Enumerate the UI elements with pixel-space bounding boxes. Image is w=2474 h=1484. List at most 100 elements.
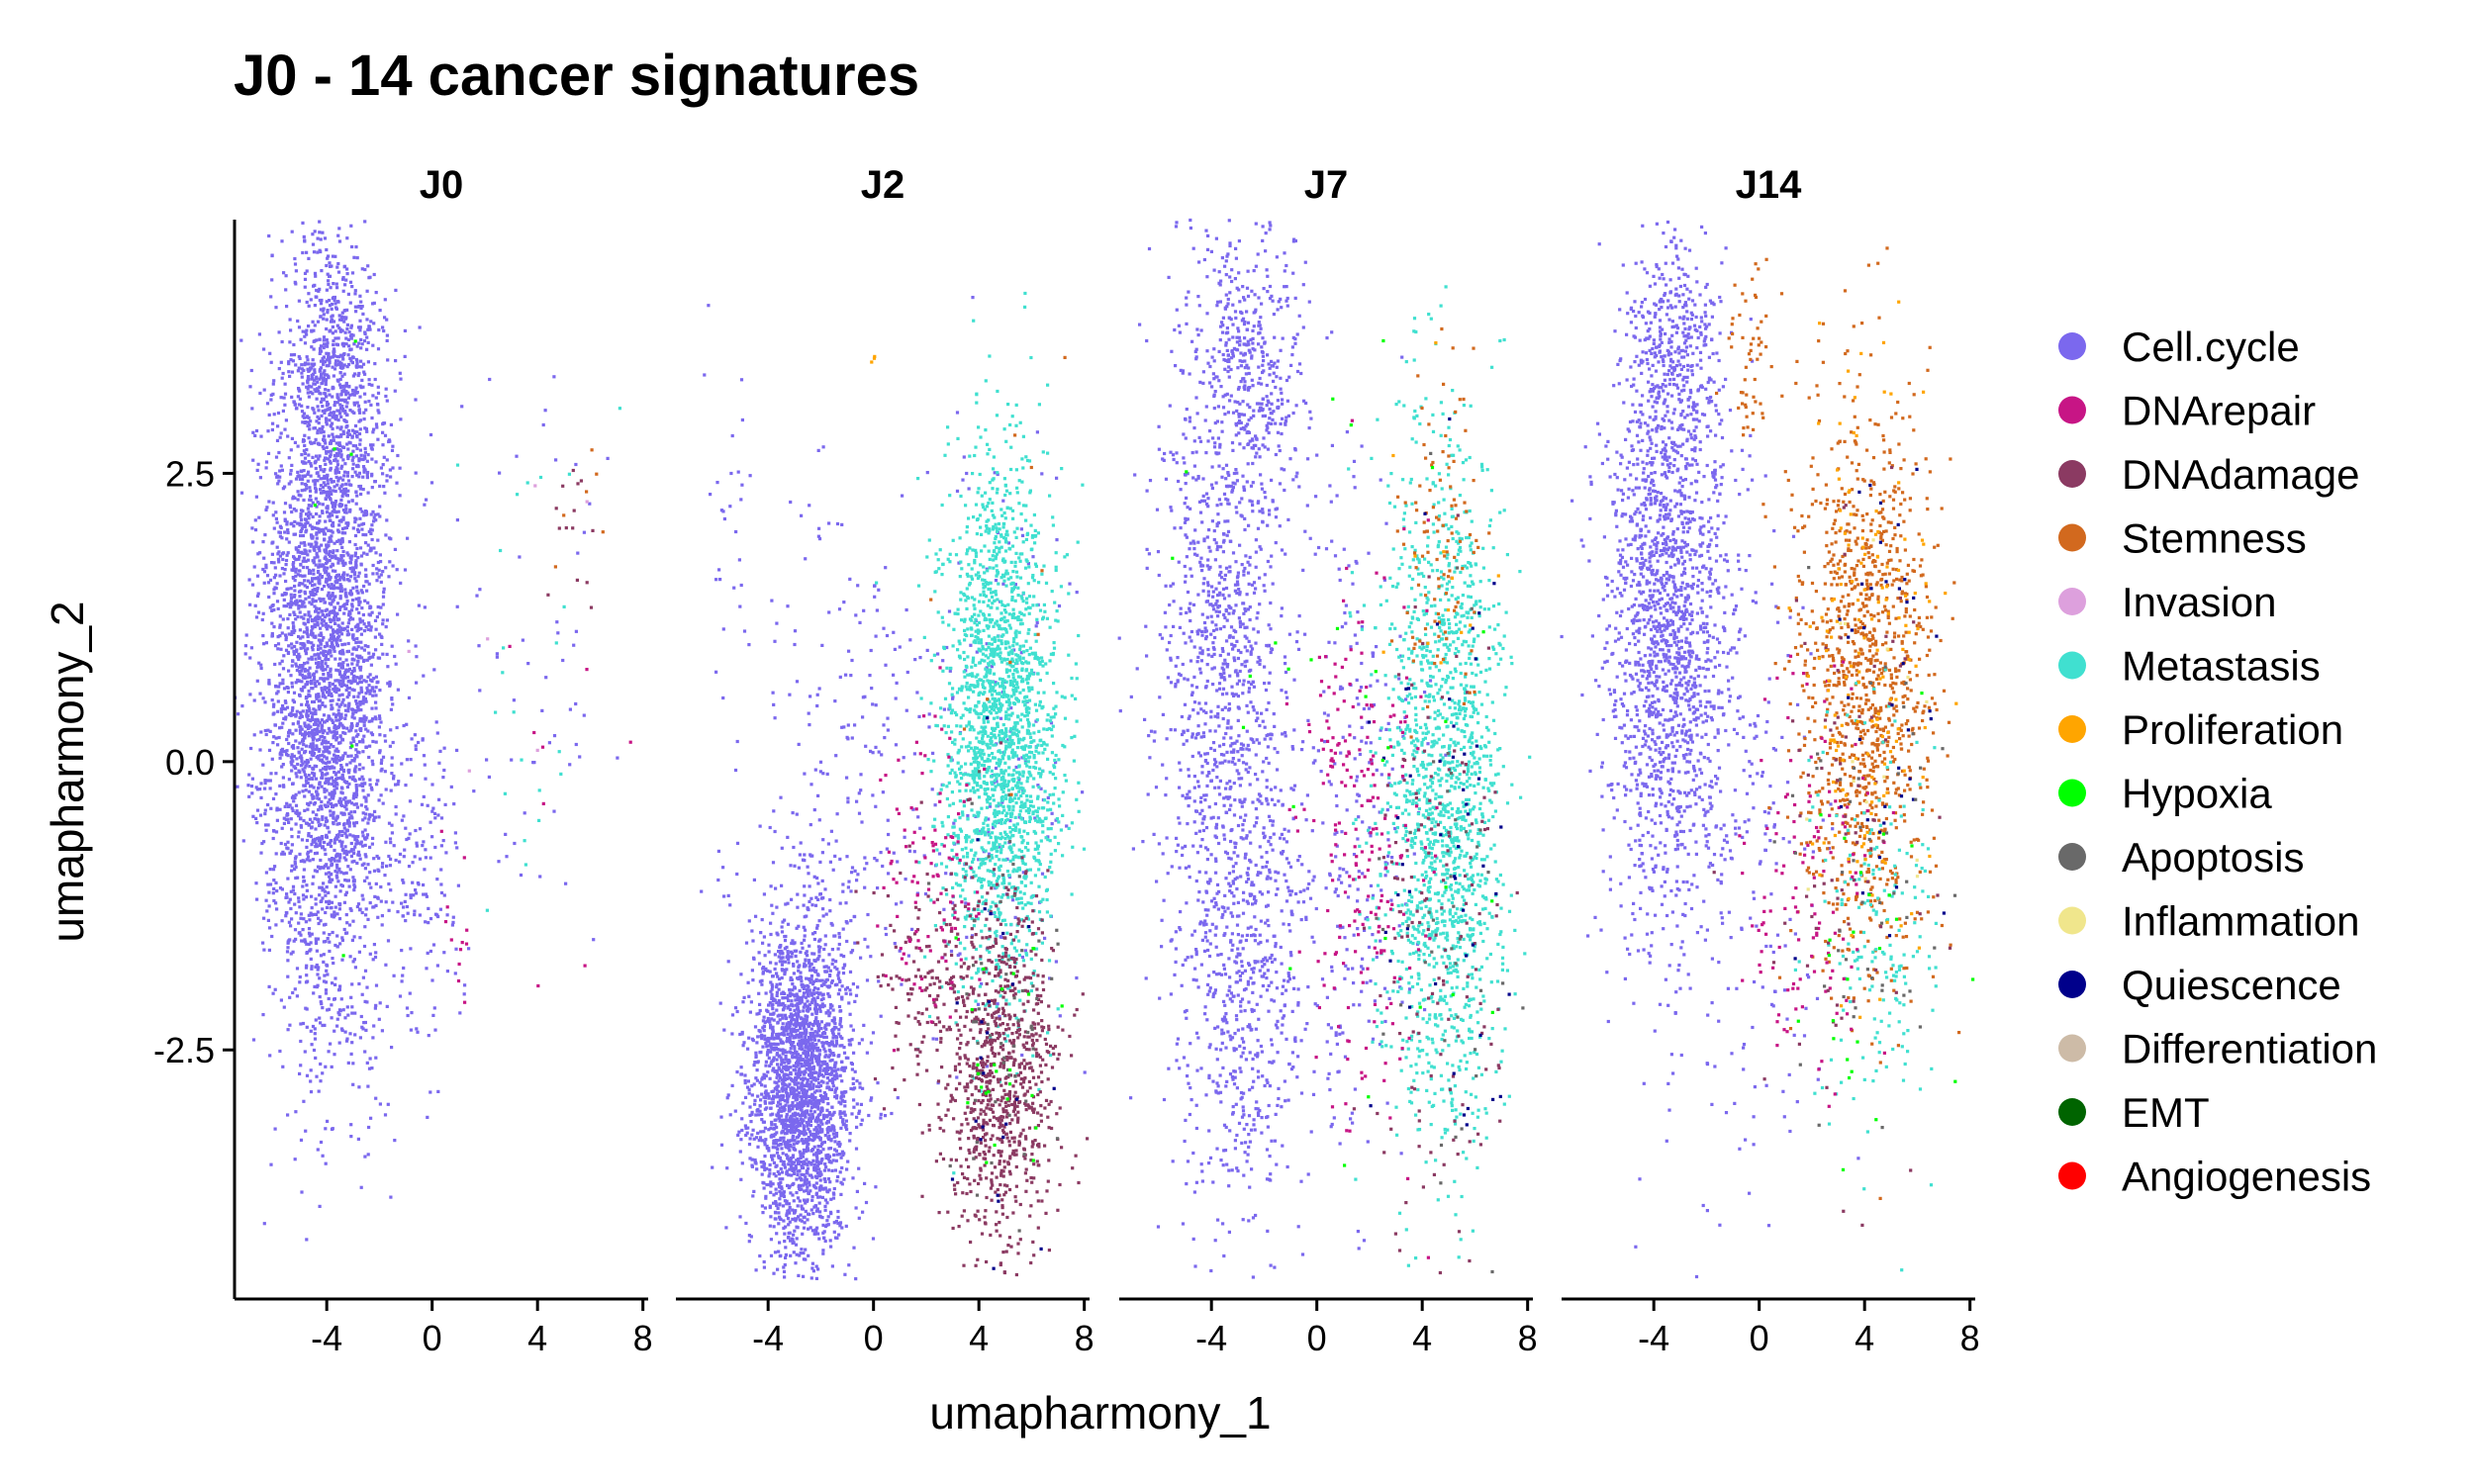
data-point bbox=[272, 526, 276, 530]
data-point bbox=[309, 711, 313, 715]
data-point bbox=[338, 796, 342, 800]
data-point bbox=[336, 510, 340, 513]
data-point bbox=[285, 950, 290, 954]
data-point bbox=[739, 1177, 743, 1181]
data-point bbox=[370, 842, 374, 846]
data-point bbox=[367, 378, 371, 382]
data-point bbox=[370, 1067, 374, 1070]
data-point bbox=[362, 714, 366, 718]
data-point bbox=[312, 643, 316, 647]
data-point bbox=[326, 566, 330, 570]
data-point bbox=[301, 559, 305, 563]
data-point bbox=[345, 323, 349, 326]
data-point bbox=[324, 704, 328, 708]
data-point bbox=[787, 1026, 791, 1030]
data-point bbox=[309, 1090, 314, 1094]
data-point bbox=[367, 755, 371, 760]
data-point bbox=[303, 443, 307, 447]
data-point bbox=[840, 1182, 844, 1186]
data-point bbox=[339, 871, 343, 875]
data-point bbox=[431, 806, 435, 810]
data-point bbox=[340, 374, 344, 378]
data-point bbox=[312, 991, 316, 995]
data-point bbox=[364, 533, 368, 537]
data-point bbox=[523, 863, 527, 867]
data-point bbox=[798, 1067, 802, 1071]
data-point bbox=[327, 613, 331, 617]
data-point bbox=[280, 376, 284, 380]
data-point bbox=[379, 634, 383, 638]
data-point bbox=[390, 644, 394, 648]
data-point bbox=[387, 821, 392, 825]
data-point bbox=[280, 631, 284, 635]
data-point bbox=[400, 979, 404, 983]
data-point bbox=[576, 551, 580, 555]
data-point bbox=[768, 1224, 772, 1228]
data-point bbox=[327, 374, 331, 378]
data-point bbox=[315, 813, 319, 817]
data-point bbox=[396, 910, 400, 914]
data-point bbox=[850, 1112, 854, 1116]
data-point bbox=[345, 413, 349, 417]
data-point bbox=[373, 480, 377, 484]
data-point bbox=[393, 1139, 397, 1143]
data-point bbox=[433, 816, 437, 820]
data-point bbox=[410, 737, 414, 741]
data-point bbox=[377, 327, 381, 332]
data-point bbox=[268, 351, 272, 355]
data-point bbox=[344, 871, 348, 875]
data-point bbox=[314, 747, 318, 752]
data-point bbox=[314, 497, 318, 501]
data-point bbox=[815, 1120, 819, 1124]
data-point bbox=[302, 770, 306, 774]
data-point bbox=[327, 717, 331, 721]
data-point bbox=[395, 568, 399, 572]
data-point bbox=[310, 645, 315, 649]
data-point bbox=[320, 414, 324, 417]
data-point bbox=[276, 552, 280, 556]
data-point bbox=[809, 1189, 812, 1193]
data-point bbox=[294, 876, 298, 881]
data-point bbox=[296, 655, 300, 660]
data-point bbox=[292, 939, 296, 943]
data-point bbox=[345, 326, 349, 330]
data-point bbox=[311, 746, 315, 750]
data-point bbox=[325, 263, 329, 268]
data-point bbox=[405, 1006, 410, 1010]
data-point bbox=[328, 393, 332, 397]
data-point bbox=[338, 628, 342, 633]
data-point bbox=[320, 372, 324, 377]
data-point bbox=[278, 751, 283, 755]
data-point bbox=[300, 371, 304, 375]
data-point bbox=[339, 632, 344, 636]
data-point bbox=[333, 500, 337, 504]
data-point bbox=[361, 897, 365, 901]
data-point bbox=[276, 743, 280, 747]
data-point bbox=[327, 693, 331, 697]
data-point bbox=[408, 832, 412, 836]
data-point bbox=[443, 920, 448, 924]
data-point bbox=[338, 353, 342, 357]
data-point bbox=[290, 463, 294, 467]
data-point bbox=[297, 751, 301, 755]
data-point bbox=[335, 757, 339, 761]
data-point bbox=[285, 537, 289, 541]
data-point bbox=[295, 407, 299, 411]
data-point bbox=[373, 715, 377, 719]
data-point bbox=[371, 739, 375, 744]
data-point bbox=[362, 723, 366, 727]
data-point bbox=[836, 974, 840, 977]
data-point bbox=[310, 913, 314, 917]
data-point bbox=[342, 363, 346, 367]
data-point bbox=[347, 687, 351, 691]
data-point bbox=[302, 917, 306, 921]
data-point bbox=[800, 1097, 804, 1101]
data-point bbox=[820, 978, 824, 982]
data-point bbox=[338, 662, 342, 666]
data-point bbox=[771, 984, 775, 988]
data-point bbox=[324, 608, 328, 612]
data-point bbox=[327, 901, 331, 905]
data-point bbox=[320, 785, 324, 788]
data-point bbox=[272, 592, 276, 596]
data-point bbox=[355, 527, 360, 531]
